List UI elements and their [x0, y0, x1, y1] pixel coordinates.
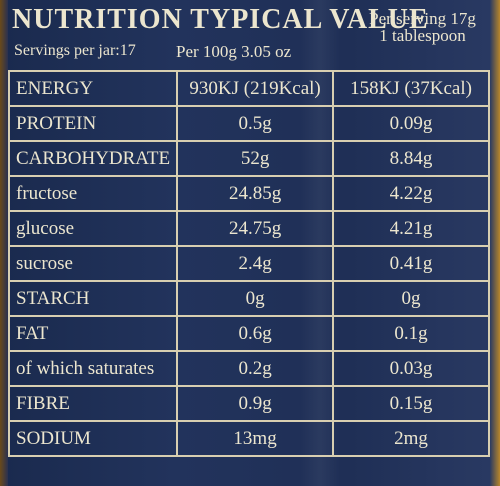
jar-edge-left [0, 0, 8, 486]
nutrient-name: glucose [7, 210, 179, 247]
value-per-100g: 24.75g [176, 210, 335, 247]
label-title: NUTRITION TYPICAL VALUE [12, 4, 429, 35]
table-row: FAT 0.6g 0.1g [7, 315, 490, 352]
value-per-serving: 0.1g [332, 315, 490, 352]
nutrient-name: SODIUM [7, 420, 179, 457]
table-row: CARBOHYDRATE 52g 8.84g [7, 140, 490, 177]
table-row: glucose 24.75g 4.21g [7, 210, 490, 247]
value-per-100g: 930KJ (219Kcal) [176, 70, 335, 107]
nutrient-name: sucrose [7, 245, 179, 282]
table-row: PROTEIN 0.5g 0.09g [7, 105, 490, 142]
per-serving-header: Per serving 17g 1 tablespoon [355, 10, 490, 44]
value-per-serving: 0g [332, 280, 490, 317]
value-per-serving: 4.21g [332, 210, 490, 247]
value-per-100g: 0g [176, 280, 335, 317]
per-serving-size: Per serving 17g [369, 9, 476, 28]
table-row: fructose 24.85g 4.22g [7, 175, 490, 212]
table-row: SODIUM 13mg 2mg [7, 420, 490, 457]
nutrient-name: STARCH [7, 280, 179, 317]
nutrient-name: fructose [7, 175, 179, 212]
nutrient-name: FAT [7, 315, 179, 352]
value-per-serving: 8.84g [332, 140, 490, 177]
table-row: of which saturates 0.2g 0.03g [7, 350, 490, 387]
table-row: sucrose 2.4g 0.41g [7, 245, 490, 282]
nutrient-name: CARBOHYDRATE [7, 140, 179, 177]
value-per-100g: 0.6g [176, 315, 335, 352]
value-per-serving: 0.15g [332, 385, 490, 422]
value-per-serving: 0.41g [332, 245, 490, 282]
value-per-serving: 4.22g [332, 175, 490, 212]
value-per-100g: 24.85g [176, 175, 335, 212]
table-row: ENERGY 930KJ (219Kcal) 158KJ (37Kcal) [7, 70, 490, 107]
table-row: STARCH 0g 0g [7, 280, 490, 317]
value-per-serving: 158KJ (37Kcal) [332, 70, 490, 107]
nutrition-table: ENERGY 930KJ (219Kcal) 158KJ (37Kcal) PROTE… [7, 70, 490, 457]
value-per-serving: 0.03g [332, 350, 490, 387]
table-row: FIBRE 0.9g 0.15g [7, 385, 490, 422]
per-serving-measure: 1 tablespoon [379, 26, 466, 45]
nutrient-name: PROTEIN [7, 105, 179, 142]
servings-per-jar: Servings per jar:17 [14, 42, 136, 59]
value-per-100g: 0.5g [176, 105, 335, 142]
nutrient-name: FIBRE [7, 385, 179, 422]
nutrient-name: ENERGY [7, 70, 179, 107]
value-per-100g: 2.4g [176, 245, 335, 282]
jar-edge-right [490, 0, 500, 486]
value-per-100g: 52g [176, 140, 335, 177]
value-per-100g: 0.2g [176, 350, 335, 387]
per-100g-header: Per 100g 3.05 oz [176, 42, 292, 61]
nutrient-name: of which saturates [7, 350, 179, 387]
value-per-serving: 2mg [332, 420, 490, 457]
value-per-100g: 0.9g [176, 385, 335, 422]
value-per-serving: 0.09g [332, 105, 490, 142]
value-per-100g: 13mg [176, 420, 335, 457]
